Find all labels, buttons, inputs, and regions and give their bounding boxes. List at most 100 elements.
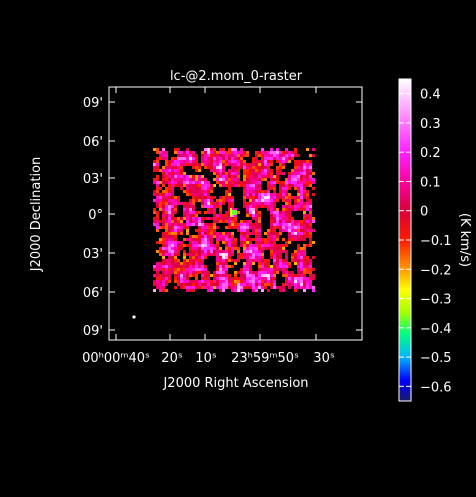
heatmap-pixel [168, 229, 171, 232]
heatmap-pixel [159, 283, 162, 286]
heatmap-pixel [309, 214, 312, 217]
heatmap-pixel [216, 151, 219, 154]
heatmap-pixel [180, 280, 183, 283]
heatmap-pixel [165, 154, 168, 157]
heatmap-pixel [279, 169, 282, 172]
heatmap-pixel [162, 157, 165, 160]
heatmap-pixel [216, 163, 219, 166]
heatmap-pixel [267, 166, 270, 169]
heatmap-pixel [231, 151, 234, 154]
heatmap-pixel [186, 265, 189, 268]
heatmap-pixel [240, 241, 243, 244]
heatmap-pixel [261, 268, 264, 271]
heatmap-pixel [261, 169, 264, 172]
heatmap-pixel [213, 250, 216, 253]
heatmap-pixel [159, 238, 162, 241]
heatmap-pixel [246, 211, 249, 214]
heatmap-pixel [192, 274, 195, 277]
heatmap-pixel [207, 271, 210, 274]
heatmap-pixel [246, 175, 249, 178]
heatmap-pixel [312, 256, 315, 259]
y-tick-label: 03' [83, 172, 103, 187]
heatmap-pixel [282, 238, 285, 241]
heatmap-pixel [204, 205, 207, 208]
heatmap-pixel [165, 271, 168, 274]
heatmap-pixel [246, 250, 249, 253]
heatmap-pixel [255, 223, 258, 226]
heatmap-pixel [174, 169, 177, 172]
heatmap-pixel [279, 289, 282, 292]
heatmap-pixel [303, 247, 306, 250]
heatmap-pixel [210, 190, 213, 193]
heatmap-pixel [255, 160, 258, 163]
heatmap-pixel [303, 244, 306, 247]
heatmap-pixel [204, 184, 207, 187]
heatmap-pixel [225, 193, 228, 196]
heatmap-pixel [309, 265, 312, 268]
heatmap-pixel [309, 154, 312, 157]
heatmap-pixel [312, 268, 315, 271]
heatmap-pixel [273, 232, 276, 235]
heatmap-pixel [177, 151, 180, 154]
heatmap-pixel [282, 184, 285, 187]
heatmap-pixel [300, 175, 303, 178]
heatmap-pixel [291, 220, 294, 223]
heatmap-pixel [216, 280, 219, 283]
heatmap-pixel [201, 151, 204, 154]
heatmap-pixel [234, 163, 237, 166]
heatmap-pixel [177, 241, 180, 244]
heatmap-pixel [189, 283, 192, 286]
heatmap-pixel [264, 268, 267, 271]
heatmap-pixel [195, 250, 198, 253]
heatmap-pixel [198, 235, 201, 238]
heatmap-pixel [165, 238, 168, 241]
heatmap-pixel [195, 193, 198, 196]
heatmap-pixel [186, 286, 189, 289]
heatmap-pixel [300, 262, 303, 265]
heatmap-pixel [300, 181, 303, 184]
heatmap-pixel [174, 205, 177, 208]
heatmap-pixel [156, 160, 159, 163]
heatmap-pixel [225, 211, 228, 214]
heatmap-pixel [231, 277, 234, 280]
heatmap-pixel [303, 196, 306, 199]
heatmap-pixel [225, 181, 228, 184]
heatmap-pixel [243, 283, 246, 286]
heatmap-pixel [276, 160, 279, 163]
heatmap-pixel [237, 256, 240, 259]
heatmap-pixel [201, 202, 204, 205]
heatmap-pixel [207, 235, 210, 238]
heatmap-pixel [288, 151, 291, 154]
heatmap-pixel [210, 226, 213, 229]
heatmap-pixel [231, 178, 234, 181]
heatmap-pixel [222, 199, 225, 202]
heatmap-pixel [216, 178, 219, 181]
heatmap-pixel [231, 214, 234, 217]
heatmap-pixel [168, 211, 171, 214]
heatmap-pixel [297, 268, 300, 271]
heatmap-pixel [270, 265, 273, 268]
heatmap-pixel [288, 193, 291, 196]
heatmap-pixel [243, 253, 246, 256]
heatmap-pixel [273, 244, 276, 247]
heatmap-pixel [192, 265, 195, 268]
heatmap-pixel [294, 283, 297, 286]
heatmap-pixel [222, 148, 225, 151]
heatmap-pixel [294, 154, 297, 157]
heatmap-pixel [306, 184, 309, 187]
heatmap-pixel [204, 274, 207, 277]
heatmap-pixel [288, 277, 291, 280]
heatmap-pixel [213, 208, 216, 211]
heatmap-pixel [156, 220, 159, 223]
heatmap-pixel [288, 187, 291, 190]
heatmap-pixel [171, 214, 174, 217]
heatmap-pixel [309, 211, 312, 214]
heatmap-pixel [153, 283, 156, 286]
heatmap-pixel [300, 208, 303, 211]
heatmap-pixel [165, 193, 168, 196]
heatmap-pixel [237, 283, 240, 286]
heatmap-pixel [225, 274, 228, 277]
heatmap-pixel [306, 172, 309, 175]
heatmap-pixel [165, 217, 168, 220]
heatmap-pixel [231, 205, 234, 208]
